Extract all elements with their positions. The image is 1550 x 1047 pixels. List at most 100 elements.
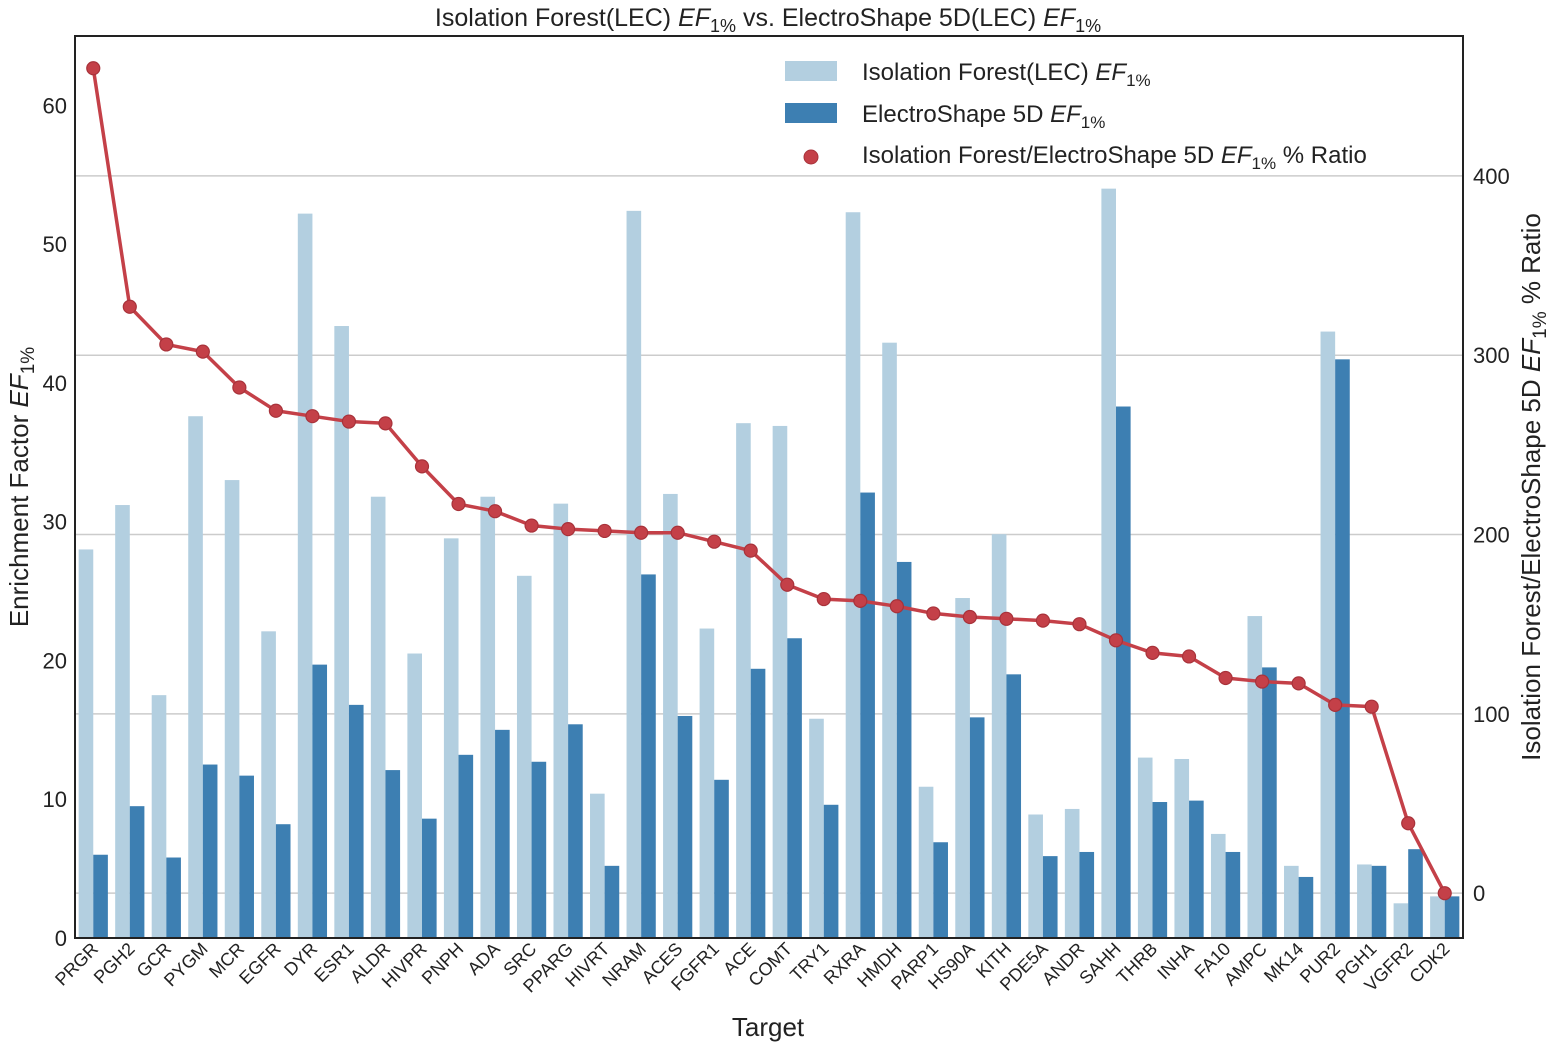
bar-electroshape-nram [641, 574, 656, 938]
bar-electroshape-hivpr [422, 818, 437, 938]
ratio-point-aces [670, 525, 685, 540]
legend-isolation-forest-name: Isolation Forest(LEC) [862, 59, 1095, 86]
ratio-point-pde5a [1035, 613, 1051, 628]
legend-marker-ratio [803, 149, 819, 165]
ratio-point-pgh2 [122, 299, 137, 314]
legend-ratio-suffix: % Ratio [1276, 142, 1367, 169]
bar-isolation-forest-ada [480, 496, 496, 938]
bar-isolation-forest-parp1 [918, 786, 934, 938]
bar-isolation-forest-fa10 [1210, 833, 1226, 938]
ratio-point-try1 [816, 591, 831, 607]
bar-electroshape-pgh2 [129, 806, 145, 938]
bar-isolation-forest-aces [663, 493, 678, 938]
bar-electroshape-pnph [458, 754, 474, 938]
bar-electroshape-comt [787, 638, 802, 938]
x-tick-egfr: EGFR [235, 939, 285, 989]
ratio-point-fgfr1 [707, 534, 722, 549]
x-tick-pgh2: PGH2 [90, 939, 139, 988]
chart-title-ef-2: EF [1043, 4, 1077, 32]
ratio-point-pygm [195, 344, 210, 359]
bar-electroshape-esr1 [348, 704, 364, 938]
bar-electroshape-hivrt [604, 865, 620, 938]
bar-electroshape-sahh [1116, 406, 1131, 938]
ratio-point-cdk2 [1437, 886, 1452, 901]
bar-isolation-forest-andr [1064, 808, 1080, 938]
bar-isolation-forest-prgr [78, 549, 94, 938]
bar-isolation-forest-pygm [188, 416, 203, 939]
bar-isolation-forest-fgfr1 [699, 628, 715, 938]
ratio-point-fa10 [1218, 670, 1233, 686]
bar-isolation-forest-mcr [224, 480, 240, 938]
legend-label-isolation-forest: Isolation Forest(LEC) EF1% [862, 59, 1151, 90]
bar-electroshape-pparg [568, 724, 583, 938]
bar-electroshape-parp1 [933, 842, 948, 938]
bar-electroshape-aldr [385, 770, 401, 938]
bar-electroshape-cdk2 [1444, 896, 1460, 938]
ratio-point-parp1 [926, 606, 941, 621]
ratio-point-egfr [268, 403, 283, 418]
left-y-axis-ticks: 0 10 20 30 40 50 60 [43, 93, 67, 951]
chart-title-part2: vs. ElectroShape 5D(LEC) [736, 4, 1043, 32]
bar-electroshape-pygm [202, 764, 218, 938]
bar-isolation-forest-cdk2 [1430, 896, 1445, 938]
bar-electroshape-fgfr1 [714, 779, 729, 938]
legend-ratio-name: Isolation Forest/ElectroShape 5D [862, 142, 1221, 169]
chart-title-sub-1: 1% [710, 16, 736, 36]
bar-isolation-forest-mk14 [1284, 865, 1299, 938]
bar-isolation-forest-inha [1174, 758, 1190, 938]
ratio-point-ampc [1255, 674, 1270, 689]
right-y-tick-300: 300 [1473, 343, 1510, 368]
left-y-tick-60: 60 [43, 93, 67, 118]
ratio-point-sahh [1108, 633, 1124, 648]
bar-isolation-forest-hivrt [590, 793, 605, 938]
bar-isolation-forest-hs90a [955, 598, 970, 938]
ratio-point-aldr [378, 416, 393, 431]
right-y-tick-400: 400 [1473, 164, 1510, 189]
bar-electroshape-dyr [312, 664, 328, 938]
bar-isolation-forest-rxra [845, 212, 861, 938]
bar-isolation-forest-ace [736, 423, 751, 939]
bar-isolation-forest-hmdh [882, 342, 897, 938]
ratio-line-path [91, 68, 1447, 894]
bar-isolation-forest-sahh [1101, 188, 1116, 939]
bars [78, 188, 1460, 939]
chart-title-part1: Isolation Forest(LEC) [435, 4, 678, 32]
right-y-axis-title-part1: Isolation Forest/ElectroShape 5D [1516, 372, 1546, 761]
ratio-line [86, 61, 1452, 901]
bar-isolation-forest-pnph [443, 538, 459, 938]
legend-isolation-forest-ef: EF [1095, 59, 1127, 86]
bar-isolation-forest-nram [626, 210, 642, 938]
legend-ratio-ef: EF [1221, 142, 1253, 169]
ratio-point-ada [487, 504, 503, 519]
plot-frame [74, 35, 1464, 939]
bar-electroshape-pgh1 [1371, 865, 1387, 938]
legend-electroshape-ef: EF [1050, 101, 1082, 128]
bar-electroshape-try1 [823, 804, 839, 938]
bar-isolation-forest-src [516, 575, 532, 938]
legend-swatch-electroshape [785, 103, 837, 123]
bar-electroshape-inha [1189, 800, 1204, 938]
left-y-tick-10: 10 [43, 787, 67, 812]
bar-isolation-forest-gcr [151, 695, 167, 938]
bar-isolation-forest-egfr [261, 631, 276, 938]
right-y-axis-ticks: 0 100 200 300 400 [1473, 164, 1510, 906]
x-tick-cdk2: CDK2 [1405, 939, 1453, 987]
ratio-point-pgh1 [1364, 699, 1379, 714]
left-y-tick-40: 40 [43, 371, 67, 396]
ratio-point-inha [1181, 649, 1197, 664]
bar-isolation-forest-pur2 [1320, 331, 1336, 938]
legend-label-ratio: Isolation Forest/ElectroShape 5D EF1% % … [862, 142, 1367, 173]
bar-isolation-forest-aldr [370, 496, 386, 938]
right-y-tick-100: 100 [1473, 702, 1510, 727]
ratio-point-hmdh [889, 599, 904, 614]
ratio-point-mcr [232, 380, 247, 395]
bar-electroshape-thrb [1152, 802, 1168, 938]
bar-isolation-forest-kith [991, 534, 1007, 938]
x-tick-andr: ANDR [1038, 939, 1088, 989]
left-y-axis-title-sub: 1% [18, 347, 39, 375]
ratio-point-mk14 [1291, 676, 1306, 691]
x-tick-thrb: THRB [1113, 939, 1162, 988]
x-tick-ada: ADA [464, 939, 504, 979]
chart-title: Isolation Forest(LEC) EF 1% vs. ElectroSh… [435, 4, 1101, 36]
